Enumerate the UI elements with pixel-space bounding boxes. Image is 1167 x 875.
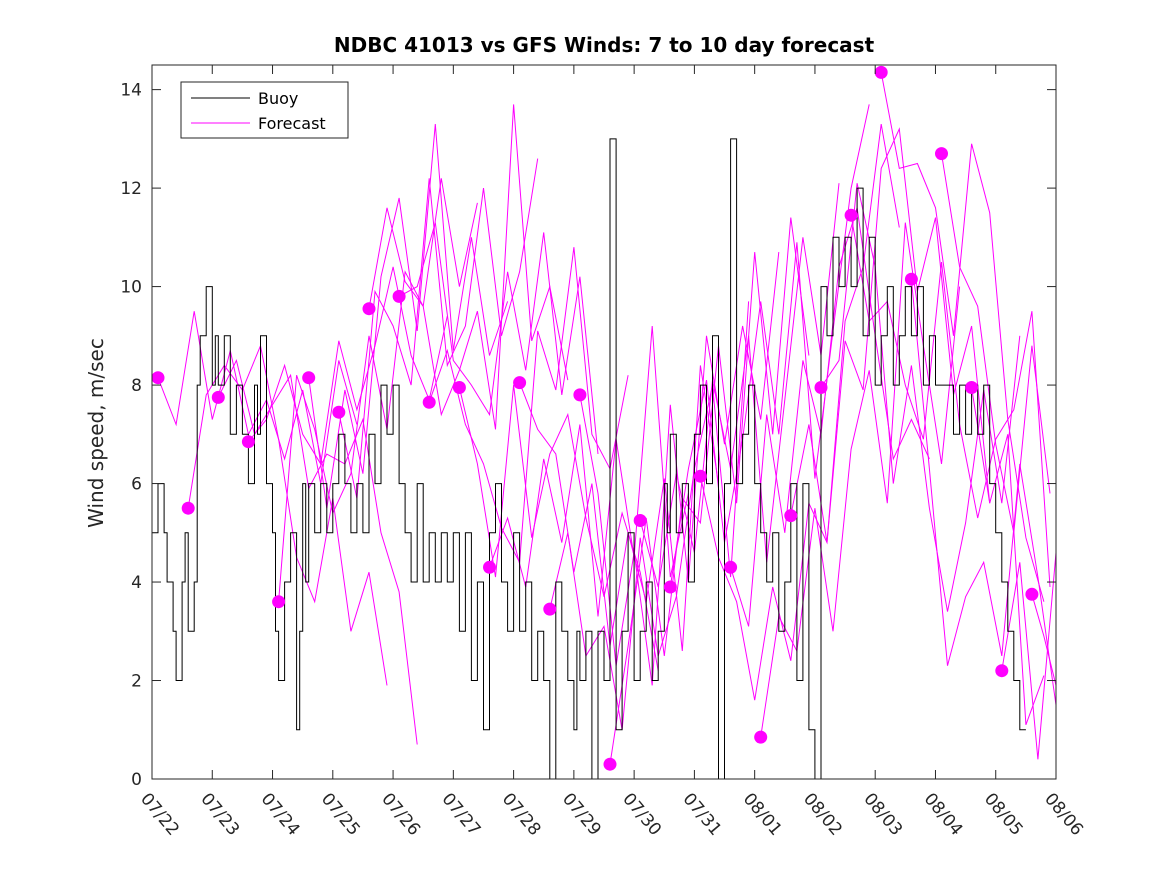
forecast-line-20: [760, 222, 961, 738]
forecast-line-7: [368, 104, 569, 430]
forecast-marker: [1025, 587, 1039, 601]
legend: Buoy Forecast: [180, 81, 349, 139]
forecast-marker: [965, 381, 979, 394]
forecast-marker: [543, 602, 557, 616]
x-tick-label: 08/01: [739, 789, 786, 839]
forecast-marker: [302, 371, 316, 385]
forecast-marker: [211, 390, 225, 404]
forecast-line-6: [338, 158, 539, 499]
forecast-marker: [392, 289, 406, 303]
y-tick-label: 6: [131, 475, 142, 495]
forecast-line-19: [730, 207, 930, 627]
forecast-line-27: [971, 387, 1045, 725]
x-tick-label: 08/02: [799, 789, 846, 839]
plot-area-border: [151, 64, 1057, 780]
x-tick-label: 07/25: [317, 789, 364, 839]
forecast-marker: [362, 302, 376, 316]
forecast-markers: [151, 65, 1039, 771]
forecast-marker: [784, 509, 798, 523]
legend-forecast-label: Forecast: [258, 114, 326, 133]
x-tick-label: 07/30: [618, 789, 665, 839]
forecast-line-9: [428, 247, 629, 565]
y-tick-label: 4: [131, 573, 142, 593]
forecast-line-26: [941, 153, 1051, 533]
legend-box: [180, 81, 349, 139]
forecast-marker: [904, 272, 918, 286]
forecast-marker: [332, 405, 346, 419]
x-tick-label: 08/03: [859, 789, 906, 839]
forecast-line-2: [217, 358, 418, 745]
forecast-marker: [663, 580, 677, 594]
forecast-marker: [633, 514, 647, 527]
buoy-line-group: [152, 138, 1026, 779]
forecast-line-1: [187, 343, 388, 686]
forecast-line-3: [248, 266, 448, 466]
x-tick-label: 08/05: [980, 789, 1027, 839]
forecast-line-12: [519, 365, 719, 652]
axis-ticks: 0 2 4 6 8 10 12 14 07/22 07/23 07/24 07/25 07/26 07/2…: [120, 65, 1087, 840]
x-tick-label: 07/28: [498, 789, 545, 839]
buoy-line: [152, 138, 1026, 779]
y-tick-label: 8: [131, 376, 142, 396]
forecast-marker: [452, 381, 466, 394]
x-tick-label: 08/06: [1040, 789, 1087, 839]
forecast-line-29: [1031, 594, 1056, 686]
x-tick-label: 07/31: [679, 789, 726, 839]
forecast-line-18: [699, 124, 900, 701]
x-tick-label: 07/22: [136, 789, 183, 839]
forecast-marker: [272, 595, 286, 609]
forecast-line-16: [639, 183, 840, 588]
x-tick-label: 07/24: [257, 789, 304, 839]
y-tick-label: 14: [120, 81, 142, 101]
forecast-line-11: [489, 325, 689, 617]
y-tick-label: 10: [120, 278, 142, 298]
forecast-marker: [724, 560, 738, 574]
forecast-marker: [513, 376, 527, 390]
y-tick-label: 2: [131, 672, 142, 692]
legend-buoy-label: Buoy: [258, 89, 298, 108]
forecast-line-8: [398, 222, 599, 455]
forecast-marker: [995, 664, 1009, 678]
forecast-line-17: [669, 104, 870, 588]
forecast-marker: [935, 147, 948, 161]
y-tick-label: 12: [120, 179, 142, 199]
forecast-line-24: [880, 72, 1045, 602]
x-tick-label: 08/04: [920, 789, 967, 839]
x-tick-label: 07/26: [377, 789, 424, 839]
forecast-line-21: [790, 127, 991, 543]
forecast-marker: [844, 208, 858, 222]
forecast-marker: [874, 65, 888, 79]
forecast-marker: [241, 435, 255, 449]
forecast-line-25: [910, 279, 1056, 706]
chart-title: NDBC 41013 vs GFS Winds: 7 to 10 day for…: [334, 33, 875, 57]
forecast-marker: [693, 469, 707, 483]
x-tick-label: 07/23: [196, 789, 243, 839]
x-tick-label: 07/27: [438, 789, 485, 839]
forecast-marker: [754, 730, 768, 744]
forecast-marker: [422, 395, 436, 409]
forecast-line-14: [579, 252, 780, 686]
forecast-marker: [181, 501, 195, 515]
forecast-line-15: [609, 217, 810, 765]
forecast-marker: [151, 371, 165, 385]
forecast-marker: [814, 381, 828, 394]
forecast-marker: [483, 560, 496, 574]
forecast-marker: [573, 388, 587, 402]
y-tick-label: 0: [131, 770, 142, 790]
x-tick-label: 07/29: [558, 789, 605, 839]
y-axis-label: Wind speed, m/sec: [84, 338, 108, 528]
forecast-line-4: [278, 178, 478, 602]
forecast-line-23: [850, 215, 1051, 588]
forecast-line-13: [549, 301, 750, 730]
forecast-line-28: [1001, 552, 1056, 760]
forecast-marker: [603, 757, 617, 771]
forecast-lines: [157, 72, 1056, 765]
